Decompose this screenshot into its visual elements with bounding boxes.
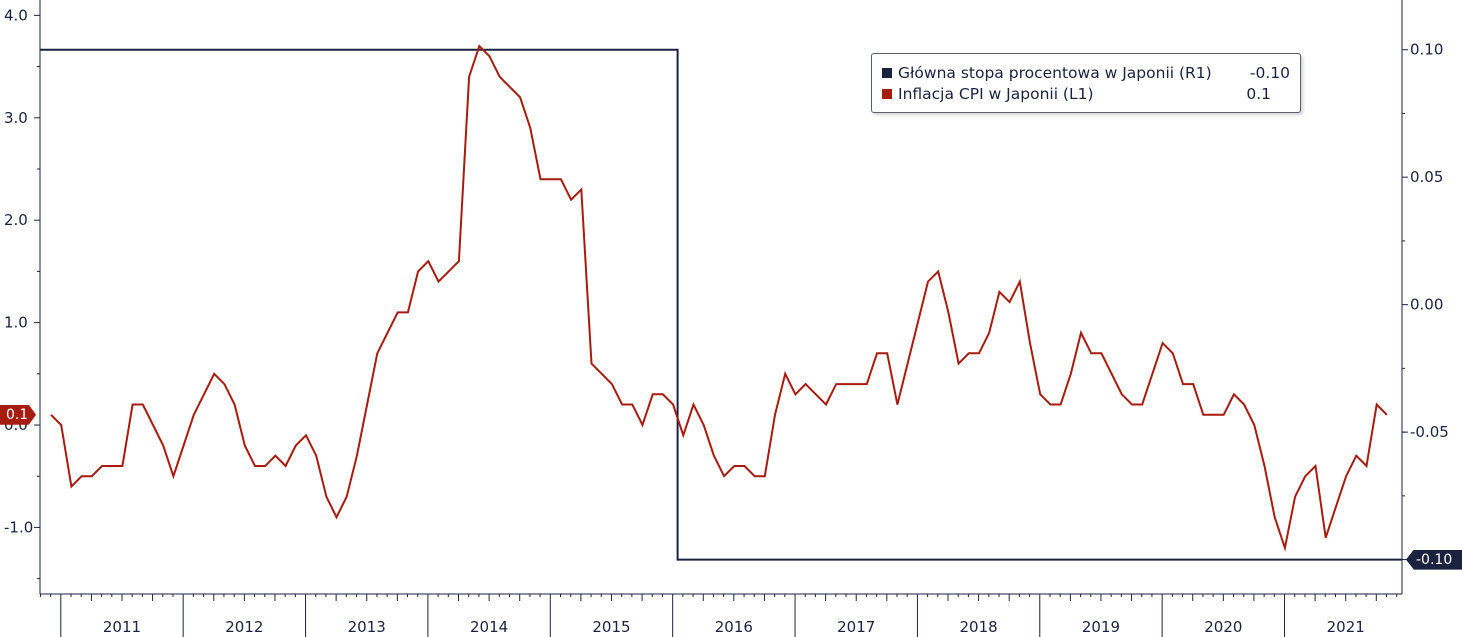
legend-swatch-policy-rate xyxy=(882,68,892,78)
last-value-tag-cpi: 0.1 xyxy=(0,404,36,425)
legend-item-cpi: Inflacja CPI w Japonii (L1) xyxy=(882,85,1094,103)
last-value-tag-policy-rate-text: -0.10 xyxy=(1416,551,1453,568)
x-tick-label: 2019 xyxy=(1082,618,1120,636)
legend-label-policy-rate: Główna stopa procentowa w Japonii (R1) xyxy=(898,64,1212,82)
right-tick-label: 0.10 xyxy=(1410,41,1443,59)
last-value-tag-policy-rate: -0.10 xyxy=(1406,549,1462,570)
left-tick-label: 1.0 xyxy=(4,314,28,332)
x-tick-label: 2011 xyxy=(103,618,141,636)
series-line-policy-rate xyxy=(40,48,1402,561)
x-tick-label: 2017 xyxy=(837,618,875,636)
x-tick-label: 2016 xyxy=(715,618,753,636)
x-tick-label: 2013 xyxy=(348,618,386,636)
right-tick-label: -0.05 xyxy=(1410,423,1449,441)
left-tick-label: 3.0 xyxy=(4,109,28,127)
last-value-tag-cpi-text: 0.1 xyxy=(6,406,29,423)
left-tick-label: 4.0 xyxy=(4,6,28,24)
x-tick-label: 2020 xyxy=(1204,618,1242,636)
legend-item-policy-rate: Główna stopa procentowa w Japonii (R1) xyxy=(882,64,1212,82)
x-tick-label: 2018 xyxy=(959,618,997,636)
right-tick-label: 0.00 xyxy=(1410,296,1443,314)
x-tick-label: 2014 xyxy=(470,618,508,636)
right-tick-label: 0.05 xyxy=(1410,168,1443,186)
legend-label-cpi: Inflacja CPI w Japonii (L1) xyxy=(898,85,1094,103)
left-tick-label: -1.0 xyxy=(4,518,33,536)
legend-value-policy-rate: -0.10 xyxy=(1249,64,1290,82)
legend-value-cpi: 0.1 xyxy=(1246,85,1271,103)
left-tick-label: 2.0 xyxy=(4,211,28,229)
series-line-cpi xyxy=(50,44,1388,552)
series-layer xyxy=(40,44,1402,561)
x-tick-label: 2021 xyxy=(1327,618,1365,636)
legend: Główna stopa procentowa w Japonii (R1) -… xyxy=(871,53,1301,113)
legend-swatch-cpi xyxy=(882,89,892,99)
x-tick-label: 2015 xyxy=(592,618,630,636)
x-tick-label: 2012 xyxy=(225,618,263,636)
